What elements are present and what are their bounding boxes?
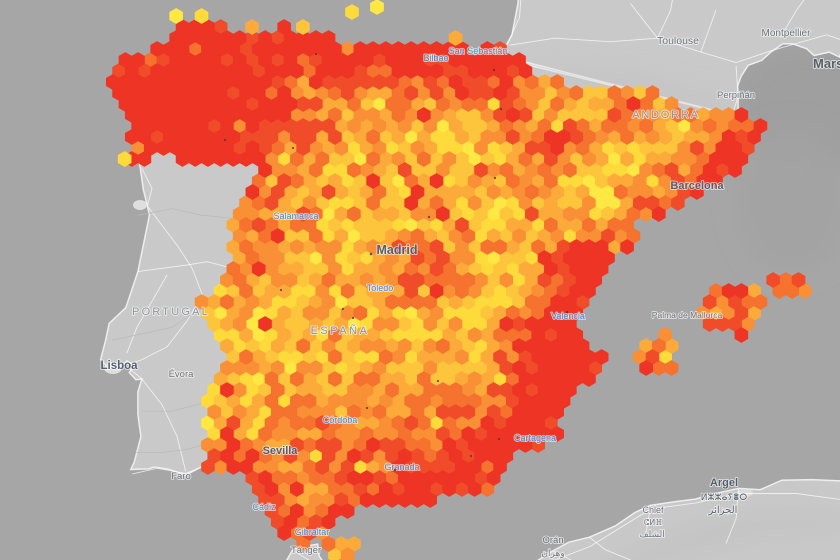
svg-text:ESPAÑA: ESPAÑA (311, 324, 370, 337)
svg-text:Argel: Argel (710, 477, 738, 489)
svg-text:الجزائر: الجزائر (708, 505, 738, 516)
svg-text:Sevilla: Sevilla (263, 445, 299, 457)
svg-text:Montpellier: Montpellier (762, 28, 812, 39)
svg-text:Salamanca: Salamanca (273, 211, 318, 221)
svg-text:Toulouse: Toulouse (657, 35, 699, 47)
svg-text:Cartagena: Cartagena (514, 433, 556, 443)
svg-text:Chlef: Chlef (642, 505, 664, 515)
svg-text:Perpiñán: Perpiñán (717, 90, 755, 101)
svg-text:Cádiz: Cádiz (252, 502, 276, 512)
svg-text:San Sebastián: San Sebastián (449, 46, 508, 56)
svg-text:Orán: Orán (542, 535, 563, 546)
svg-text:Granada: Granada (384, 462, 419, 472)
svg-text:Faro: Faro (171, 471, 191, 482)
svg-text:Valencia: Valencia (551, 311, 585, 321)
svg-text:Barcelona: Barcelona (670, 180, 724, 192)
svg-text:Córdoba: Córdoba (323, 415, 358, 425)
svg-text:ⵍⵣⵣⴰⵢⴻⵔ: ⵍⵣⵣⴰⵢⴻⵔ (701, 492, 748, 502)
svg-text:Bilbao: Bilbao (423, 53, 448, 63)
svg-text:ⵛⵍⴼ: ⵛⵍⴼ (644, 518, 663, 527)
svg-text:Madrid: Madrid (377, 243, 418, 257)
svg-text:Gibraltar: Gibraltar (295, 527, 330, 537)
svg-text:Toledo: Toledo (367, 283, 394, 293)
svg-text:PORTUGAL: PORTUGAL (132, 306, 210, 318)
svg-text:Marsella: Marsella (813, 56, 840, 71)
svg-text:Évora: Évora (169, 369, 195, 380)
svg-text:الشلف: الشلف (639, 529, 665, 539)
svg-text:Palma de Mallorca: Palma de Mallorca (652, 310, 723, 320)
svg-text:Lisboa: Lisboa (100, 360, 138, 372)
svg-text:Tánger: Tánger (291, 545, 321, 556)
svg-text:ANDORRA: ANDORRA (632, 109, 700, 121)
svg-text:وهران: وهران (541, 548, 564, 559)
